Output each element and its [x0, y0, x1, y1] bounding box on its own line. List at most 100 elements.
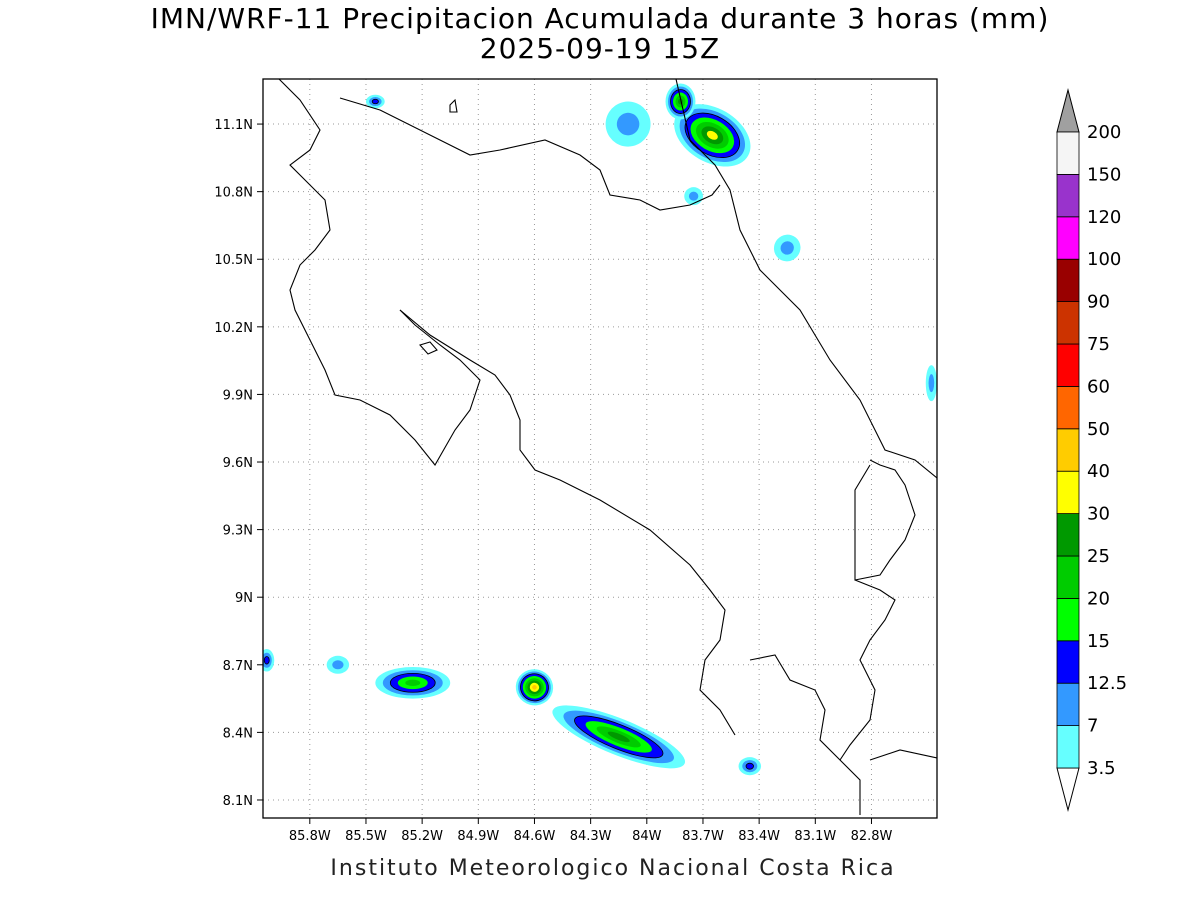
precip-cell [365, 94, 385, 109]
colorbar-label: 50 [1087, 419, 1110, 440]
colorbar-swatch [1056, 470, 1080, 515]
lon-tick-label: 83.4W [738, 829, 780, 844]
precip-cell [674, 104, 751, 167]
colorbar-swatch [1056, 216, 1080, 260]
precip-cell [684, 187, 703, 206]
colorbar-swatch [1056, 301, 1080, 345]
lon-tick-label: 85.8W [289, 829, 331, 844]
colorbar-label: 3.5 [1087, 758, 1116, 779]
colorbar-swatch [1056, 131, 1080, 175]
precipitation-field [263, 83, 937, 776]
colorbar-label: 100 [1087, 249, 1121, 270]
precip-contour-level-7 [616, 112, 640, 136]
precip-cell [375, 667, 451, 699]
colorbar-swatch [1056, 428, 1080, 472]
precip-cell [738, 757, 762, 776]
precip-contour-level-12.5 [263, 656, 270, 665]
precip-contour-level-7 [332, 660, 344, 670]
coastline-nicoya-guanacaste [278, 79, 481, 466]
chart-title: IMN/WRF-11 Precipitacion Acumulada duran… [150, 2, 1050, 35]
lat-tick-label: 8.4N [223, 726, 253, 741]
lon-tick-label: 84W [632, 829, 662, 844]
lon-tick-label: 84.6W [514, 829, 556, 844]
colorbar-label: 150 [1087, 164, 1121, 185]
border-costa-rica-panama [854, 459, 916, 581]
colorbar-swatch [1056, 555, 1080, 599]
lon-tick-label: 82.8W [851, 829, 893, 844]
colorbar-label: 25 [1087, 546, 1110, 567]
lat-tick-label: 8.1N [223, 794, 253, 809]
precip-contour-level-7 [780, 241, 794, 255]
colorbar-swatch [1056, 725, 1080, 769]
colorbar-label: 20 [1087, 588, 1110, 609]
colorbar-swatch [1056, 598, 1080, 642]
colorbar-swatch [1056, 682, 1080, 727]
precip-contour-level-25 [607, 731, 630, 743]
lat-tick-label: 9.6N [223, 456, 253, 471]
lat-tick-label: 10.8N [214, 186, 253, 201]
latitude-axis: 11.1N 10.8N 10.5N 10.2N 9.9N 9.6N 9.3N 9N 8.7N 8.… [214, 118, 263, 809]
lat-tick-label: 9N [235, 591, 253, 606]
colorbar-lower-arrow [1056, 767, 1080, 812]
colorbar-swatch [1056, 258, 1080, 303]
precip-contour-level-40 [532, 685, 537, 690]
colorbar-label: 200 [1087, 122, 1121, 143]
island-nicaragua-lake [449, 98, 458, 113]
colorbar-upper-arrow [1056, 88, 1080, 133]
precip-cell [552, 705, 686, 769]
coastline-chiriqui [869, 749, 937, 761]
precip-contour-level-12.5 [371, 98, 379, 105]
precip-contour-level-7 [928, 374, 935, 393]
colorbar-label: 40 [1087, 461, 1110, 482]
colorbar-swatch [1056, 385, 1080, 430]
precip-cell [515, 669, 554, 706]
coastline-borders [278, 79, 937, 815]
colorbar-label: 120 [1087, 207, 1121, 228]
lat-tick-label: 9.9N [223, 388, 253, 403]
precip-cell [326, 655, 350, 674]
precip-cell [605, 101, 651, 147]
longitude-axis: 85.8W 85.5W 85.2W 84.9W 84.6W 84.3W 84W 83.7W 83… [289, 818, 893, 844]
colorbar-label: 15 [1087, 631, 1110, 652]
colorbar-label: 90 [1087, 292, 1110, 313]
institution-credit: Instituto Meteorologico Nacional Costa R… [330, 856, 896, 881]
colorbar-legend: 3.5 7 12.5 15 20 25 30 40 50 60 75 90 100 120 150 200 [1056, 88, 1127, 812]
island-nicoya-gulf [419, 341, 438, 355]
lat-tick-label: 10.5N [214, 253, 253, 268]
map-plot-area [263, 79, 937, 818]
precip-cell [773, 234, 801, 262]
coastline-caribbean-nicaragua [675, 79, 937, 479]
chart-subtitle-datetime: 2025-09-19 15Z [479, 32, 721, 65]
colorbar-label: 75 [1087, 334, 1110, 355]
lon-tick-label: 85.2W [401, 829, 443, 844]
lon-tick-label: 84.9W [457, 829, 499, 844]
precip-cell [263, 649, 275, 672]
colorbar-label: 12.5 [1087, 673, 1127, 694]
precip-cell [665, 83, 696, 120]
precip-contour-level-12.5 [745, 762, 754, 770]
lon-tick-label: 83.7W [682, 829, 724, 844]
lon-tick-label: 84.3W [570, 829, 612, 844]
lat-tick-label: 10.2N [214, 321, 253, 336]
colorbar-swatch [1056, 173, 1080, 218]
coastline-osa-peninsula [749, 654, 861, 815]
colorbar-swatch [1056, 640, 1080, 684]
colorbar-label: 30 [1087, 504, 1110, 525]
colorbar-swatch [1056, 513, 1080, 557]
lat-tick-label: 8.7N [223, 659, 253, 674]
precip-contour-level-30 [706, 130, 718, 140]
lat-tick-label: 11.1N [214, 118, 253, 133]
lon-tick-label: 83.1W [794, 829, 836, 844]
colorbar-swatch [1056, 343, 1080, 387]
coastline-panama-pacific [839, 579, 896, 761]
colorbar-label: 7 [1087, 716, 1098, 737]
lon-tick-label: 85.5W [345, 829, 387, 844]
coastline-gulf-nicoya [399, 309, 736, 736]
precip-cell [925, 365, 937, 402]
colorbar-label: 60 [1087, 376, 1110, 397]
precip-contour-level-7 [688, 191, 699, 201]
precip-contour-level-20 [405, 679, 421, 686]
lat-tick-label: 9.3N [223, 524, 253, 539]
border-costa-rica-nicaragua [339, 97, 721, 211]
